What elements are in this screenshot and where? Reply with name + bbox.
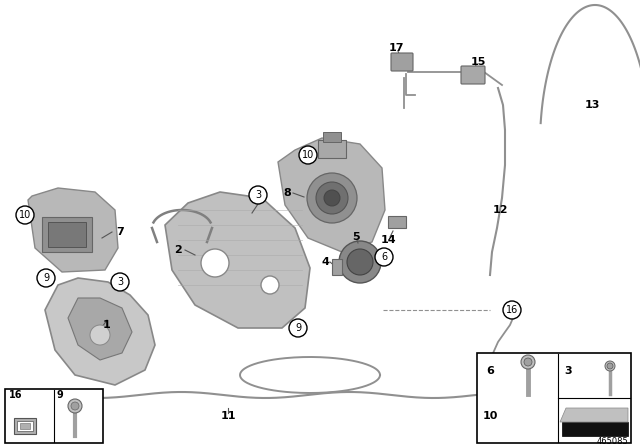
Circle shape bbox=[375, 248, 393, 266]
FancyBboxPatch shape bbox=[391, 53, 413, 71]
Polygon shape bbox=[165, 192, 310, 328]
Circle shape bbox=[289, 319, 307, 337]
Circle shape bbox=[249, 186, 267, 204]
Polygon shape bbox=[68, 298, 132, 360]
Text: 8: 8 bbox=[283, 188, 291, 198]
Circle shape bbox=[503, 301, 521, 319]
Circle shape bbox=[324, 190, 340, 206]
FancyBboxPatch shape bbox=[461, 66, 485, 84]
Bar bbox=[332, 259, 342, 275]
Circle shape bbox=[37, 269, 55, 287]
Bar bbox=[318, 140, 346, 158]
Text: 16: 16 bbox=[506, 305, 518, 315]
Circle shape bbox=[605, 361, 615, 371]
Circle shape bbox=[90, 325, 110, 345]
Text: 17: 17 bbox=[388, 43, 404, 53]
Polygon shape bbox=[560, 408, 628, 422]
Text: 1: 1 bbox=[103, 320, 111, 330]
Circle shape bbox=[347, 249, 373, 275]
Text: 3: 3 bbox=[117, 277, 123, 287]
Text: 3: 3 bbox=[564, 366, 572, 376]
Bar bbox=[20, 423, 30, 429]
Text: 2: 2 bbox=[174, 245, 182, 255]
Text: 10: 10 bbox=[302, 150, 314, 160]
Text: 9: 9 bbox=[295, 323, 301, 333]
Text: 5: 5 bbox=[352, 232, 360, 242]
Text: 9: 9 bbox=[56, 390, 63, 400]
Polygon shape bbox=[562, 422, 628, 436]
Circle shape bbox=[524, 358, 532, 366]
Text: 465085: 465085 bbox=[596, 437, 628, 446]
FancyBboxPatch shape bbox=[477, 353, 631, 443]
Text: 14: 14 bbox=[380, 235, 396, 245]
Bar bbox=[48, 222, 86, 247]
Bar bbox=[42, 217, 92, 252]
Text: 12: 12 bbox=[492, 205, 508, 215]
Text: 15: 15 bbox=[470, 57, 486, 67]
Polygon shape bbox=[45, 278, 155, 385]
Circle shape bbox=[261, 276, 279, 294]
Text: 9: 9 bbox=[43, 273, 49, 283]
Bar bbox=[323, 132, 341, 142]
Circle shape bbox=[111, 273, 129, 291]
Text: 7: 7 bbox=[116, 227, 124, 237]
Circle shape bbox=[71, 402, 79, 410]
Bar bbox=[17, 421, 33, 431]
FancyBboxPatch shape bbox=[5, 389, 103, 443]
Text: 11: 11 bbox=[220, 411, 236, 421]
Circle shape bbox=[339, 241, 381, 283]
Circle shape bbox=[607, 363, 613, 369]
Polygon shape bbox=[278, 138, 385, 252]
Text: 10: 10 bbox=[483, 411, 498, 421]
Text: 10: 10 bbox=[19, 210, 31, 220]
Circle shape bbox=[307, 173, 357, 223]
Text: 6: 6 bbox=[486, 366, 494, 376]
Text: 4: 4 bbox=[321, 257, 329, 267]
Text: 6: 6 bbox=[381, 252, 387, 262]
Text: 3: 3 bbox=[255, 190, 261, 200]
Bar bbox=[388, 216, 406, 228]
Bar bbox=[14, 418, 36, 434]
Circle shape bbox=[299, 146, 317, 164]
Circle shape bbox=[68, 399, 82, 413]
Text: 13: 13 bbox=[584, 100, 600, 110]
Circle shape bbox=[16, 206, 34, 224]
Text: 16: 16 bbox=[9, 390, 23, 400]
Circle shape bbox=[201, 249, 229, 277]
Circle shape bbox=[521, 355, 535, 369]
Circle shape bbox=[316, 182, 348, 214]
Polygon shape bbox=[28, 188, 118, 272]
